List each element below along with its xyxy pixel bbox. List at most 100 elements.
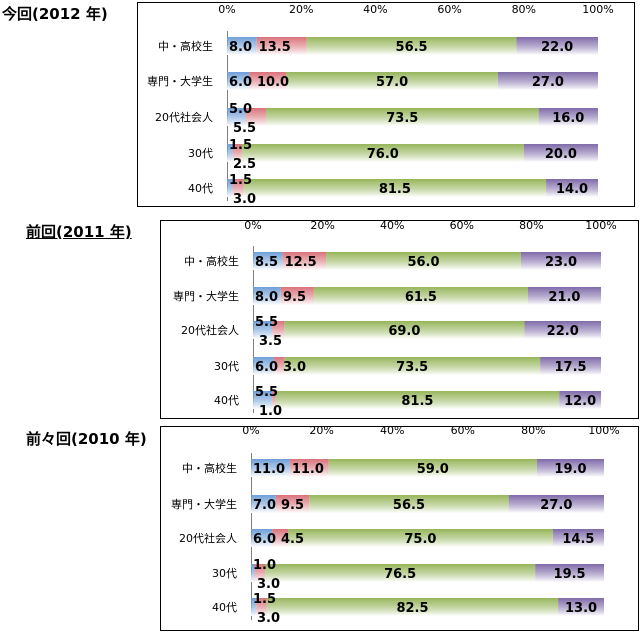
- bar-segment: [275, 391, 560, 409]
- data-label: 9.5: [283, 290, 306, 305]
- data-label: 69.0: [388, 324, 420, 339]
- bar-segment: [227, 37, 257, 55]
- bar-segment: [524, 321, 601, 339]
- data-label: 17.5: [555, 360, 587, 375]
- bar-segment: [227, 144, 233, 162]
- data-label: 9.5: [281, 498, 304, 513]
- panel-title-2012: 今回(2012 年): [2, 5, 108, 23]
- x-tick-label: 100%: [582, 3, 613, 16]
- bar-segment: [253, 287, 281, 305]
- bar-segment: [251, 598, 257, 616]
- data-label: 27.0: [532, 75, 564, 90]
- data-label: 19.5: [554, 567, 586, 582]
- data-label: 3.0: [283, 360, 306, 375]
- data-label: 76.0: [367, 147, 399, 162]
- category-label: 40代: [188, 182, 213, 195]
- bar-segment: [286, 72, 498, 90]
- data-label: 5.5: [233, 121, 256, 136]
- bar-segment: [275, 495, 310, 513]
- data-label: 4.5: [281, 532, 304, 547]
- data-label: 8.0: [229, 40, 252, 55]
- data-label: 6.0: [229, 75, 252, 90]
- bar-segment: [241, 144, 524, 162]
- data-label: 12.0: [564, 394, 596, 409]
- bar-segment: [245, 108, 266, 126]
- bar-segment: [282, 252, 327, 270]
- bar-segment: [272, 529, 289, 547]
- data-label: 73.5: [396, 360, 428, 375]
- data-label: 16.0: [552, 111, 584, 126]
- data-label: 8.5: [255, 255, 278, 270]
- category-label: 中・高校生: [158, 39, 213, 53]
- chart-2: 0% 20% 40% 60% 80% 100% 中・高校生 11.0 11.0 59.0 19.0 専…: [160, 424, 639, 631]
- bar-segment: [508, 495, 604, 513]
- bar-segment: [253, 321, 273, 339]
- x-tick-label: 20%: [310, 219, 334, 232]
- bar-segment: [265, 108, 539, 126]
- data-label: 11.0: [292, 462, 324, 477]
- x-tick-label: 0%: [218, 3, 235, 16]
- bar-segment: [253, 357, 274, 375]
- data-label: 11.0: [253, 462, 285, 477]
- bar-segment: [538, 108, 598, 126]
- bar-segment: [520, 252, 601, 270]
- x-tick-label: 0%: [242, 424, 259, 437]
- data-label: 3.0: [257, 577, 280, 592]
- category-label: 中・高校生: [184, 254, 239, 268]
- x-tick-label: 0%: [244, 219, 261, 232]
- x-tick-label: 80%: [519, 219, 543, 232]
- chart-frame: [137, 2, 635, 207]
- category-label: 中・高校生: [182, 461, 237, 475]
- data-label: 13.0: [565, 601, 597, 616]
- data-label: 14.5: [562, 532, 594, 547]
- data-label: 27.0: [540, 498, 572, 513]
- data-label: 56.5: [396, 40, 428, 55]
- bar-segment: [536, 459, 604, 477]
- bar-segment: [516, 37, 598, 55]
- bar-segment: [559, 391, 601, 409]
- data-label: 8.0: [255, 290, 278, 305]
- data-label: 23.0: [545, 255, 577, 270]
- x-tick-label: 60%: [451, 424, 475, 437]
- category-label: 40代: [212, 601, 237, 614]
- category-label: 20代社会人: [181, 323, 239, 337]
- data-label: 1.0: [253, 558, 276, 573]
- category-label: 専門・大学生: [147, 74, 213, 88]
- category-label: 30代: [188, 147, 213, 160]
- bar-segment: [272, 391, 276, 409]
- data-label: 61.5: [405, 290, 437, 305]
- data-label: 57.0: [376, 75, 408, 90]
- x-tick-label: 80%: [521, 424, 545, 437]
- chart-0: 0% 20% 40% 60% 80% 100% 中・高校生 8.0 13.5 56.5 22.0 専門…: [137, 2, 635, 207]
- bar-segment: [284, 321, 525, 339]
- data-label: 1.5: [229, 173, 252, 188]
- data-label: 56.0: [407, 255, 439, 270]
- bar-segment: [256, 37, 307, 55]
- category-label: 20代社会人: [155, 110, 213, 124]
- bar-segment: [527, 287, 601, 305]
- x-tick-label: 80%: [512, 3, 536, 16]
- data-label: 5.0: [229, 102, 252, 117]
- bar-segment: [251, 564, 255, 582]
- category-label: 専門・大学生: [173, 289, 239, 303]
- panel-title-2011: 前回(2011 年): [26, 223, 132, 241]
- bar-segment: [253, 391, 273, 409]
- data-label: 59.0: [417, 462, 449, 477]
- data-label: 5.5: [255, 385, 278, 400]
- bar-segment: [546, 179, 598, 197]
- bar-segment: [232, 144, 242, 162]
- bar-segment: [558, 598, 604, 616]
- data-label: 75.0: [404, 532, 436, 547]
- x-tick-label: 20%: [309, 424, 333, 437]
- bar-segment: [540, 357, 601, 375]
- bar-segment: [326, 252, 521, 270]
- bar-segment: [266, 598, 559, 616]
- x-tick-label: 40%: [363, 3, 387, 16]
- data-label: 1.0: [259, 404, 282, 419]
- data-label: 1.5: [253, 592, 276, 607]
- x-tick-label: 40%: [380, 219, 404, 232]
- panel-title-2010: 前々回(2010 年): [26, 430, 147, 448]
- x-tick-label: 100%: [585, 219, 616, 232]
- data-label: 22.0: [547, 324, 579, 339]
